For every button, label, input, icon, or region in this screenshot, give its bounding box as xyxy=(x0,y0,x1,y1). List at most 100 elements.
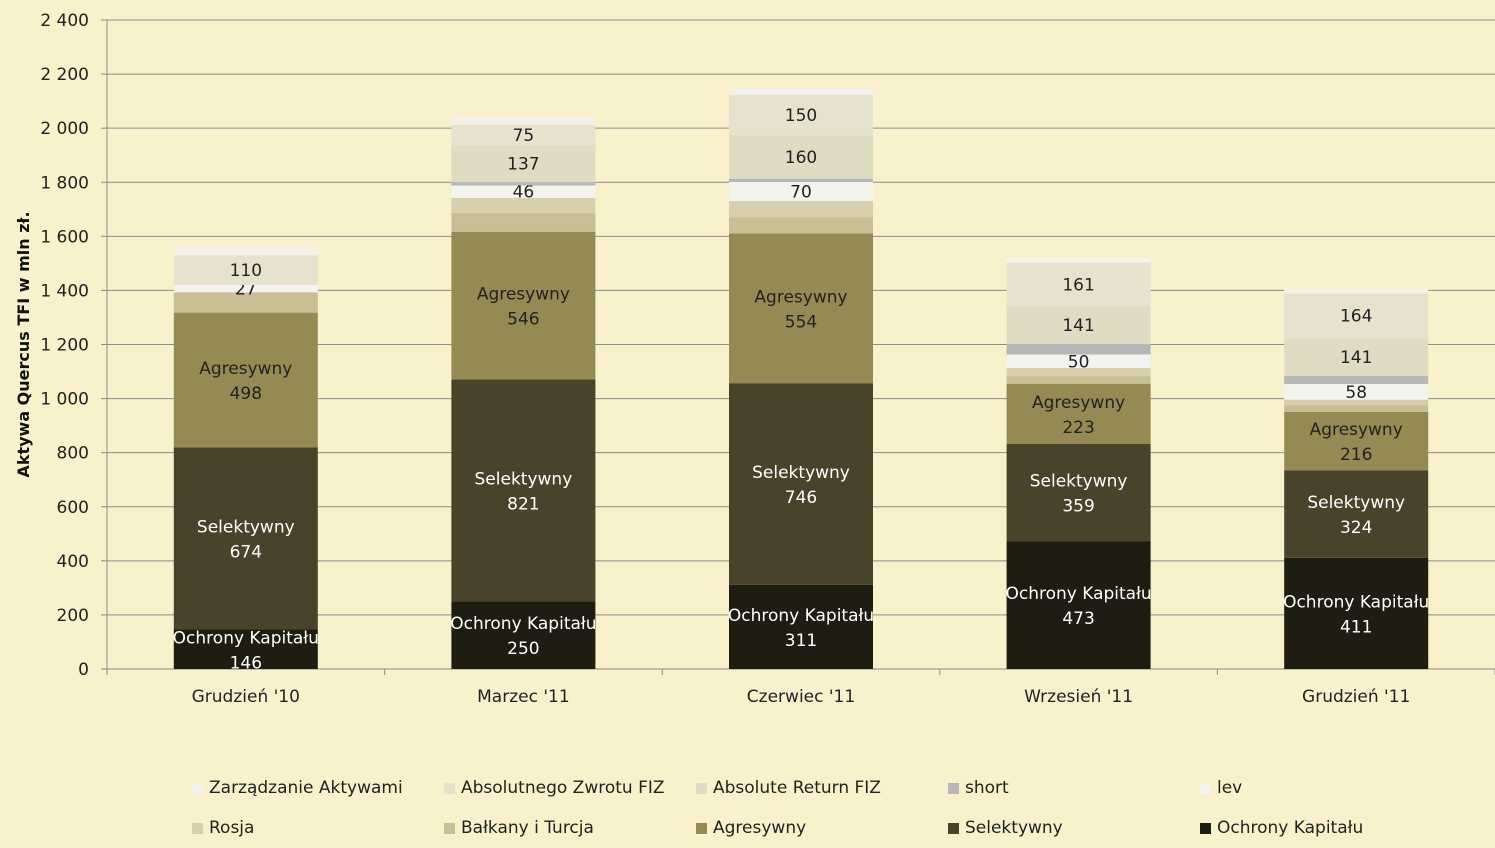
bar-segment xyxy=(1284,337,1429,376)
x-tick-label: Grudzień '10 xyxy=(192,687,300,707)
data-label: 150 xyxy=(785,106,817,126)
data-label: 46 xyxy=(513,183,535,203)
data-label: 146 xyxy=(230,653,262,673)
legend-item: Absolute Return FIZ xyxy=(696,778,948,798)
y-tick-label: 200 xyxy=(57,606,89,626)
legend-swatch xyxy=(192,782,203,794)
bar-segment xyxy=(1006,444,1151,542)
x-tick-label: Czerwiec '11 xyxy=(747,687,855,707)
data-label-name: Ochrony Kapitału xyxy=(1005,584,1151,604)
y-tick-label: 1 000 xyxy=(40,390,89,410)
bar-segment xyxy=(1006,262,1151,307)
chart-canvas: 0 200 400 600 800 1 000 1 200 1 400 1 600 1 800 2 … xyxy=(14,11,1495,707)
bar-segment xyxy=(1006,306,1151,345)
legend-swatch xyxy=(948,822,959,834)
y-tick-label: 2 400 xyxy=(40,11,89,31)
bar-segment xyxy=(729,181,873,201)
data-label: 250 xyxy=(507,639,539,659)
legend-swatch xyxy=(948,782,959,794)
legend-label: Agresywny xyxy=(713,818,807,838)
y-tick-label: 2 000 xyxy=(40,119,89,139)
data-label-name: Ochrony Kapitału xyxy=(450,614,596,634)
bar-segment xyxy=(173,255,318,286)
bar-segment xyxy=(451,185,596,198)
data-label: 75 xyxy=(513,126,535,146)
y-tick-label: 0 xyxy=(78,660,89,680)
data-label: 58 xyxy=(1345,383,1367,403)
bar-segment xyxy=(1006,344,1151,355)
bar-segment xyxy=(1284,293,1429,338)
data-label-name: Agresywny xyxy=(1032,393,1125,413)
legend-label: Rosja xyxy=(209,818,255,838)
bar-segment xyxy=(1284,405,1429,412)
data-label: 160 xyxy=(785,148,817,168)
bar-segment xyxy=(1284,411,1429,471)
data-label: 411 xyxy=(1340,617,1372,637)
legend-swatch xyxy=(444,822,455,834)
data-label: 164 xyxy=(1340,307,1372,327)
data-label: 546 xyxy=(507,310,539,330)
y-tick-label: 800 xyxy=(57,444,89,464)
bar-segment xyxy=(729,383,873,585)
y-axis-label: Aktywa Quercus TFI w mln zł. xyxy=(14,211,33,477)
bar-segment xyxy=(173,447,318,630)
data-label-name: Selektywny xyxy=(752,463,850,483)
bar-segment xyxy=(729,88,873,95)
legend-label: Ochrony Kapitału xyxy=(1217,818,1364,838)
bar-segment xyxy=(729,135,873,179)
bar-segment xyxy=(1284,470,1429,558)
legend-swatch xyxy=(1200,822,1211,834)
x-tick-label: Grudzień '11 xyxy=(1302,687,1410,707)
bar-segment xyxy=(1284,399,1429,406)
legend-item: Selektywny xyxy=(948,818,1200,838)
data-label-name: Selektywny xyxy=(1307,493,1405,513)
x-tick-label: Marzec '11 xyxy=(477,687,570,707)
legend-swatch xyxy=(696,822,707,834)
bar-segment xyxy=(1006,368,1151,377)
bar-segment xyxy=(1284,557,1429,669)
legend-row: Zarządzanie Aktywami Absolutnego Zwrotu F… xyxy=(192,768,1452,808)
data-label: 324 xyxy=(1340,518,1372,538)
bar-segment xyxy=(729,233,873,384)
legend-label: Zarządzanie Aktywami xyxy=(209,778,403,798)
data-label: 359 xyxy=(1062,497,1094,517)
bar-segment xyxy=(451,124,596,146)
legend-item: Ochrony Kapitału xyxy=(1200,818,1452,838)
bar-segment xyxy=(451,601,596,669)
chart-legend: Zarządzanie Aktywami Absolutnego Zwrotu F… xyxy=(192,768,1452,848)
data-label: 223 xyxy=(1062,418,1094,438)
data-label-name: Agresywny xyxy=(754,287,847,307)
data-label: 141 xyxy=(1340,348,1372,368)
data-label-name: Agresywny xyxy=(1310,420,1403,440)
legend-row: Rosja Bałkany i Turcja Agresywny Selektywny… xyxy=(192,808,1452,848)
data-label: 50 xyxy=(1068,352,1090,372)
data-label-name: Agresywny xyxy=(199,359,292,379)
y-tick-label: 600 xyxy=(57,498,89,518)
bar-segment xyxy=(1006,541,1151,669)
legend-item: Absolutnego Zwrotu FIZ xyxy=(444,778,696,798)
data-label-name: Ochrony Kapitału xyxy=(728,606,874,626)
data-label: 311 xyxy=(785,631,817,651)
data-label: 498 xyxy=(230,384,262,404)
bar-segment xyxy=(729,178,873,182)
bar-segment xyxy=(451,379,596,602)
data-label-name: Ochrony Kapitału xyxy=(1283,592,1429,612)
bar-segment xyxy=(1006,258,1151,263)
bar-segment xyxy=(1284,289,1429,294)
data-label-name: Selektywny xyxy=(197,517,295,537)
bar-segment xyxy=(1006,354,1151,369)
data-label-name: Selektywny xyxy=(475,469,573,489)
data-label-name: Ochrony Kapitału xyxy=(173,628,319,648)
legend-label: Bałkany i Turcja xyxy=(461,818,594,838)
legend-label: lev xyxy=(1217,778,1243,798)
bar-segment xyxy=(1006,383,1151,445)
stacked-bar-chart: 0 200 400 600 800 1 000 1 200 1 400 1 600 1 800 2 … xyxy=(14,11,1495,707)
bar-segment xyxy=(451,231,596,380)
data-label: 554 xyxy=(785,312,817,332)
data-label: 70 xyxy=(790,182,812,202)
data-label: 161 xyxy=(1062,275,1094,295)
bar-segment xyxy=(451,197,596,213)
data-label: 216 xyxy=(1340,445,1372,465)
data-label: 110 xyxy=(230,261,262,281)
legend-item: Rosja xyxy=(192,818,444,838)
